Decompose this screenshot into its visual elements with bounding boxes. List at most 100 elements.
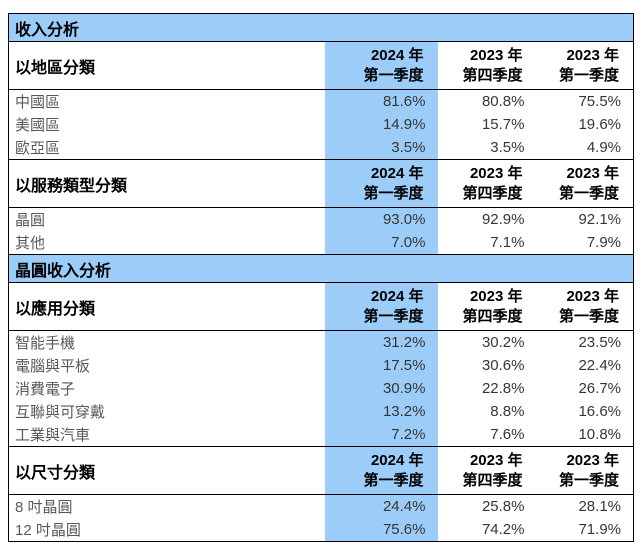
column-header-2024-q1: 2024 年 第一季度	[324, 446, 438, 495]
row-label: 歐亞區	[15, 140, 61, 157]
value-2023-q1: 28.1%	[578, 498, 622, 515]
row-label: 美國區	[15, 117, 61, 134]
value-2023-q4: 22.8%	[481, 380, 525, 397]
row-label: 晶圓	[15, 212, 46, 229]
value-2024-q1: 17.5%	[324, 354, 438, 377]
value-2023-q1: 71.9%	[578, 521, 622, 538]
subheader-row-by-size: 以尺寸分類 2024 年 第一季度 2023 年 第四季度 2023 年 第一季…	[8, 446, 634, 495]
section-title-row: 晶圓收入分析	[8, 254, 634, 283]
value-2023-q4: 8.8%	[490, 403, 525, 420]
column-header-year: 2023 年	[566, 451, 620, 469]
value-2024-q1: 75.6%	[324, 518, 438, 542]
column-header-2024-q1: 2024 年 第一季度	[324, 159, 438, 208]
subheader-row-by-service-type: 以服務類型分類 2024 年 第一季度 2023 年 第四季度 2023 年 第…	[8, 159, 634, 208]
row-label: 互聯與可穿戴	[15, 404, 106, 421]
group-label-by-size: 以尺寸分類	[8, 446, 325, 495]
column-header-2023-q4: 2023 年 第四季度	[437, 282, 537, 331]
column-header-quarter: 第一季度	[559, 471, 620, 489]
value-2023-q4: 30.2%	[481, 334, 525, 351]
value-2023-q4: 7.1%	[490, 234, 525, 251]
value-2024-q1: 14.9%	[324, 113, 438, 136]
section-title-row: 收入分析	[8, 13, 634, 42]
column-header-quarter: 第四季度	[462, 471, 523, 489]
column-header-quarter: 第一季度	[363, 184, 424, 202]
column-header-quarter: 第一季度	[559, 66, 620, 84]
value-2024-q1: 3.5%	[324, 136, 438, 160]
section-title-wafer-revenue-analysis: 晶圓收入分析	[8, 254, 634, 283]
column-header-year: 2023 年	[566, 164, 620, 182]
row-smartphone: 智能手機 31.2% 30.2% 23.5%	[9, 330, 634, 354]
column-header-year: 2024 年	[370, 451, 424, 469]
column-header-quarter: 第一季度	[363, 66, 424, 84]
value-2023-q4: 74.2%	[481, 521, 525, 538]
column-header-2023-q4: 2023 年 第四季度	[437, 159, 537, 208]
row-china-region: 中國區 81.6% 80.8% 75.5%	[9, 89, 634, 113]
column-header-year: 2023 年	[469, 287, 523, 305]
column-header-2023-q4: 2023 年 第四季度	[437, 446, 537, 495]
value-2023-q4: 92.9%	[481, 211, 525, 228]
column-header-year: 2023 年	[469, 164, 523, 182]
revenue-analysis-table: 收入分析 以地區分類 2024 年 第一季度 2023 年 第四季度 2023 …	[8, 13, 635, 542]
value-2023-q1: 4.9%	[586, 139, 622, 156]
value-2023-q1: 26.7%	[578, 380, 622, 397]
row-12inch-wafer: 12 吋晶圓 75.6% 74.2% 71.9%	[9, 518, 634, 542]
column-header-quarter: 第一季度	[363, 307, 424, 325]
row-connectivity-wearables: 互聯與可穿戴 13.2% 8.8% 16.6%	[9, 400, 634, 423]
section-title-revenue-analysis: 收入分析	[8, 13, 634, 42]
value-2024-q1: 93.0%	[324, 207, 438, 231]
row-eurasia-region: 歐亞區 3.5% 3.5% 4.9%	[9, 136, 634, 160]
column-header-year: 2024 年	[370, 164, 424, 182]
column-header-2023-q1: 2023 年 第一季度	[536, 159, 634, 208]
value-2023-q1: 22.4%	[578, 357, 622, 374]
subheader-row-by-application: 以應用分類 2024 年 第一季度 2023 年 第四季度 2023 年 第一季…	[8, 282, 634, 331]
row-wafer: 晶圓 93.0% 92.9% 92.1%	[9, 207, 634, 231]
column-header-year: 2023 年	[469, 46, 523, 64]
column-header-quarter: 第四季度	[462, 184, 523, 202]
value-2023-q1: 23.5%	[578, 334, 622, 351]
value-2023-q4: 25.8%	[481, 498, 525, 515]
row-computer-tablet: 電腦與平板 17.5% 30.6% 22.4%	[9, 354, 634, 377]
value-2023-q4: 7.6%	[490, 426, 525, 443]
value-2023-q4: 30.6%	[481, 357, 525, 374]
value-2024-q1: 30.9%	[324, 377, 438, 400]
column-header-year: 2024 年	[370, 46, 424, 64]
value-2023-q1: 7.9%	[586, 234, 622, 251]
value-2023-q1: 75.5%	[578, 93, 622, 110]
column-header-quarter: 第四季度	[462, 66, 523, 84]
row-label: 智能手機	[15, 335, 76, 352]
row-industrial-automotive: 工業與汽車 7.2% 7.6% 10.8%	[9, 423, 634, 447]
row-8inch-wafer: 8 吋晶圓 24.4% 25.8% 28.1%	[9, 494, 634, 518]
column-header-quarter: 第一季度	[559, 184, 620, 202]
column-header-2023-q1: 2023 年 第一季度	[536, 446, 634, 495]
row-label: 工業與汽車	[15, 427, 91, 444]
value-2023-q1: 92.1%	[578, 211, 622, 228]
row-consumer-electronics: 消費電子 30.9% 22.8% 26.7%	[9, 377, 634, 400]
value-2024-q1: 81.6%	[324, 89, 438, 113]
value-2023-q1: 10.8%	[578, 426, 622, 443]
column-header-2023-q4: 2023 年 第四季度	[437, 41, 537, 90]
row-label: 中國區	[15, 94, 61, 111]
column-header-quarter: 第一季度	[363, 471, 424, 489]
column-header-year: 2023 年	[566, 287, 620, 305]
value-2024-q1: 7.2%	[324, 423, 438, 447]
subheader-row-by-region: 以地區分類 2024 年 第一季度 2023 年 第四季度 2023 年 第一季…	[8, 41, 634, 90]
value-2023-q4: 15.7%	[481, 116, 525, 133]
value-2024-q1: 13.2%	[324, 400, 438, 423]
row-label: 電腦與平板	[15, 358, 91, 375]
group-label-by-region: 以地區分類	[8, 41, 325, 90]
value-2023-q1: 16.6%	[578, 403, 622, 420]
group-label-by-service-type: 以服務類型分類	[8, 159, 325, 208]
column-header-2024-q1: 2024 年 第一季度	[324, 41, 438, 90]
value-2024-q1: 24.4%	[324, 494, 438, 518]
column-header-2023-q1: 2023 年 第一季度	[536, 282, 634, 331]
row-label: 12 吋晶圓	[15, 522, 81, 539]
column-header-2024-q1: 2024 年 第一季度	[324, 282, 438, 331]
value-2024-q1: 7.0%	[324, 231, 438, 255]
row-label: 消費電子	[15, 381, 76, 398]
value-2024-q1: 31.2%	[324, 330, 438, 354]
column-header-quarter: 第一季度	[559, 307, 620, 325]
row-usa-region: 美國區 14.9% 15.7% 19.6%	[9, 113, 634, 136]
row-label: 其他	[15, 235, 46, 252]
column-header-2023-q1: 2023 年 第一季度	[536, 41, 634, 90]
row-other: 其他 7.0% 7.1% 7.9%	[9, 231, 634, 255]
